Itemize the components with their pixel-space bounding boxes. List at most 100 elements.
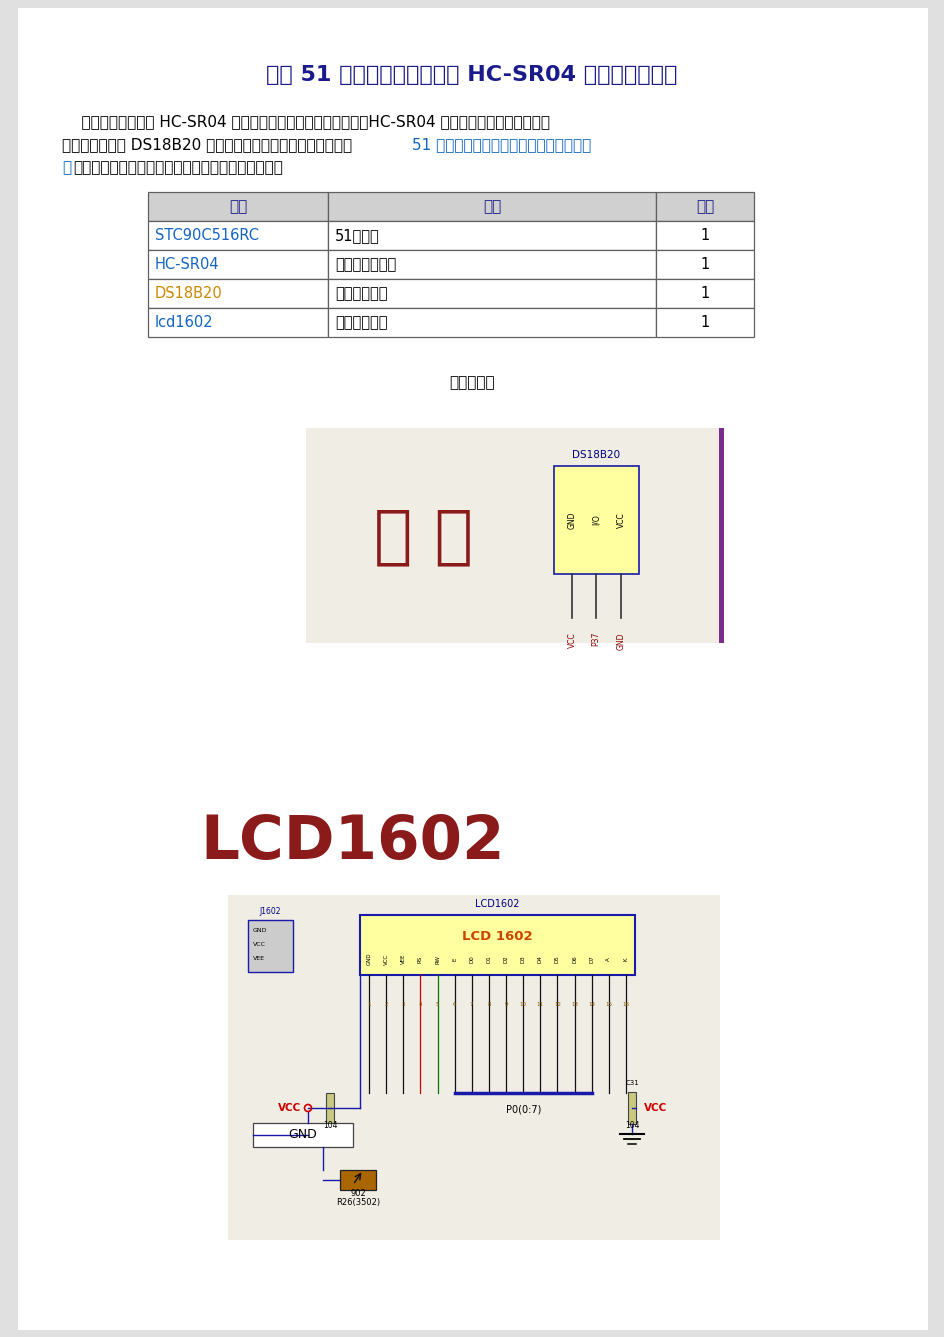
- Text: E: E: [451, 957, 457, 961]
- Text: 51单片机: 51单片机: [334, 229, 379, 243]
- Text: GND: GND: [567, 511, 576, 528]
- Bar: [655, 279, 753, 308]
- Text: 16: 16: [622, 1003, 629, 1008]
- Text: 1: 1: [700, 229, 709, 243]
- Text: D6: D6: [571, 955, 577, 963]
- Text: 液晶显示模块: 液晶显示模块: [334, 316, 387, 330]
- Bar: [148, 193, 328, 221]
- Text: P0(0:7): P0(0:7): [505, 1104, 540, 1114]
- Text: 51 单片机最小系统，超声波测距模块、温: 51 单片机最小系统，超声波测距模块、温: [412, 138, 591, 152]
- Text: 13: 13: [570, 1003, 578, 1008]
- Bar: [328, 279, 655, 308]
- Bar: [148, 221, 328, 250]
- Bar: [253, 1123, 353, 1147]
- Text: 基于 51 单片机带温度补偿的 HC-SR04 超声波测距系统: 基于 51 单片机带温度补偿的 HC-SR04 超声波测距系统: [266, 66, 677, 86]
- Bar: [655, 250, 753, 279]
- Text: DS18B20: DS18B20: [572, 451, 620, 460]
- Bar: [628, 1092, 635, 1124]
- Text: 超声波测距模块: 超声波测距模块: [334, 257, 396, 271]
- Text: 14: 14: [587, 1003, 595, 1008]
- Text: D1: D1: [486, 955, 491, 963]
- Text: 6: 6: [452, 1003, 456, 1008]
- Text: VCC: VCC: [383, 953, 388, 964]
- Text: K: K: [623, 957, 628, 961]
- Text: STC90C516RC: STC90C516RC: [155, 229, 259, 243]
- Text: RW: RW: [434, 955, 440, 964]
- Text: 15: 15: [605, 1003, 612, 1008]
- Text: GND: GND: [615, 632, 625, 650]
- Text: 4: 4: [418, 1003, 422, 1008]
- Text: 测量模块、液晶显示模块。使用了如下主要元器件：: 测量模块、液晶显示模块。使用了如下主要元器件：: [73, 160, 282, 175]
- Text: 3: 3: [401, 1003, 405, 1008]
- Text: VCC: VCC: [278, 1103, 301, 1112]
- Text: C31: C31: [625, 1080, 638, 1086]
- Bar: [718, 428, 723, 643]
- Bar: [326, 1094, 333, 1123]
- Text: 12: 12: [553, 1003, 561, 1008]
- Text: HC-SR04: HC-SR04: [155, 257, 219, 271]
- Bar: [360, 915, 634, 975]
- Text: D2: D2: [503, 955, 508, 963]
- Bar: [328, 221, 655, 250]
- Text: 7: 7: [469, 1003, 473, 1008]
- Text: 数量: 数量: [695, 199, 714, 214]
- Text: DS18B20: DS18B20: [155, 286, 223, 301]
- Text: 系统电路图: 系统电路图: [448, 376, 495, 390]
- Text: LCD 1602: LCD 1602: [462, 931, 532, 944]
- Text: 1: 1: [367, 1003, 370, 1008]
- Text: 104: 104: [323, 1120, 337, 1130]
- Text: VCC: VCC: [643, 1103, 666, 1112]
- Bar: [328, 308, 655, 337]
- Bar: [655, 221, 753, 250]
- Text: J1602: J1602: [260, 906, 281, 916]
- Text: VEE: VEE: [400, 953, 405, 964]
- Text: D4: D4: [537, 955, 542, 963]
- Text: 8: 8: [487, 1003, 490, 1008]
- Text: LCD1602: LCD1602: [200, 813, 504, 872]
- Text: 5: 5: [435, 1003, 439, 1008]
- Text: D0: D0: [469, 955, 474, 963]
- Bar: [228, 894, 719, 1239]
- Text: GND: GND: [288, 1128, 317, 1142]
- Text: I/O: I/O: [591, 515, 599, 525]
- Text: GND: GND: [253, 928, 267, 932]
- Text: 温 度: 温 度: [374, 505, 473, 567]
- Bar: [148, 308, 328, 337]
- Bar: [328, 193, 655, 221]
- Bar: [553, 467, 638, 574]
- Text: 度: 度: [62, 160, 71, 175]
- Text: LCD1602: LCD1602: [475, 898, 519, 909]
- Text: 利用从网上购买的 HC-SR04 超声波模块制作了一个测距装置，HC-SR04 自身不带温度补偿功能，所: 利用从网上购买的 HC-SR04 超声波模块制作了一个测距装置，HC-SR04 …: [62, 115, 549, 130]
- Text: 1: 1: [700, 257, 709, 271]
- Text: VCC: VCC: [615, 512, 625, 528]
- Bar: [655, 193, 753, 221]
- Text: VCC: VCC: [253, 941, 265, 947]
- Bar: [148, 250, 328, 279]
- Text: P37: P37: [591, 632, 599, 646]
- Text: 902: 902: [350, 1189, 365, 1198]
- Text: 2: 2: [384, 1003, 387, 1008]
- Text: VEE: VEE: [253, 956, 264, 960]
- Text: RS: RS: [417, 956, 423, 963]
- Bar: [340, 1170, 376, 1190]
- Text: lcd1602: lcd1602: [155, 316, 213, 330]
- Bar: [148, 279, 328, 308]
- Text: 1: 1: [700, 286, 709, 301]
- Text: D5: D5: [554, 955, 560, 963]
- Text: D7: D7: [589, 955, 594, 963]
- Text: 以加上一个使用 DS18B20 做的温度测量模块。整个系统包括：: 以加上一个使用 DS18B20 做的温度测量模块。整个系统包括：: [62, 138, 352, 152]
- Text: 1: 1: [700, 316, 709, 330]
- Bar: [306, 428, 723, 643]
- Text: A: A: [606, 957, 611, 961]
- Text: R26(3502): R26(3502): [335, 1198, 379, 1207]
- Bar: [247, 920, 293, 972]
- Text: 元件: 元件: [228, 199, 247, 214]
- Bar: [655, 308, 753, 337]
- Text: GND: GND: [366, 953, 371, 965]
- Text: 104: 104: [624, 1120, 638, 1130]
- Text: D3: D3: [520, 955, 525, 963]
- Text: 9: 9: [504, 1003, 507, 1008]
- Text: VCC: VCC: [567, 632, 576, 647]
- Text: 说明: 说明: [482, 199, 500, 214]
- Text: 11: 11: [536, 1003, 543, 1008]
